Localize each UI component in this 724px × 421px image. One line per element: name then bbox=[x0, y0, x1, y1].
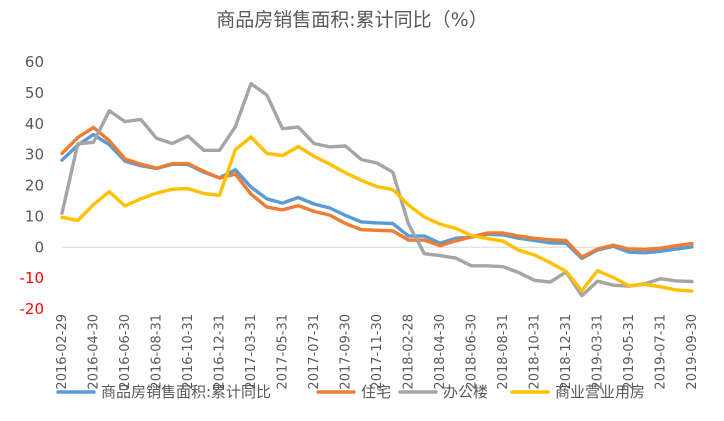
y-tick-label: 10 bbox=[25, 207, 44, 225]
x-tick-label: 2016-12-31 bbox=[213, 314, 228, 390]
x-tick-label: 2018-04-30 bbox=[433, 314, 448, 390]
x-tick-label: 2018-12-31 bbox=[559, 314, 574, 390]
x-tick-label: 2016-08-31 bbox=[150, 314, 165, 390]
x-tick-label: 2019-03-31 bbox=[591, 314, 606, 390]
x-tick-label: 2017-07-31 bbox=[307, 314, 322, 390]
x-tick-label: 2019-05-31 bbox=[622, 314, 637, 390]
y-tick-label: 0 bbox=[34, 238, 44, 256]
x-tick-label: 2018-08-31 bbox=[496, 314, 511, 390]
x-tick-label: 2019-09-30 bbox=[685, 314, 700, 390]
x-tick-label: 2018-06-30 bbox=[465, 314, 480, 390]
y-tick-label: 50 bbox=[25, 84, 44, 102]
series-line-0 bbox=[60, 132, 694, 261]
legend-label: 住宅 bbox=[361, 383, 391, 401]
x-tick-label: 2019-07-31 bbox=[654, 314, 669, 390]
series-line-3 bbox=[60, 135, 694, 293]
series-line-1 bbox=[60, 125, 694, 259]
x-axis-ticks: 2016-02-29 2016-04-30 2016-06-30 2016-08-31… bbox=[55, 314, 700, 390]
y-tick-label: 20 bbox=[25, 177, 44, 195]
series-lines bbox=[60, 81, 694, 298]
x-tick-label: 2017-03-31 bbox=[244, 314, 259, 390]
x-tick-label: 2016-06-30 bbox=[118, 314, 133, 390]
legend-item-1: 住宅 bbox=[316, 383, 391, 401]
x-tick-label: 2018-02-28 bbox=[402, 314, 417, 390]
legend-item-3: 商业营业用房 bbox=[510, 383, 645, 401]
series-line-2 bbox=[60, 81, 694, 298]
legend-label: 办公楼 bbox=[443, 383, 488, 401]
y-tick-label: -20 bbox=[20, 300, 45, 318]
y-tick-label: 30 bbox=[25, 146, 44, 164]
legend-item-2: 办公楼 bbox=[398, 383, 488, 401]
y-tick-label: 40 bbox=[25, 115, 44, 133]
y-axis-ticks: 60 50 40 30 20 10 0 -10 -20 bbox=[20, 53, 45, 318]
x-tick-label: 2017-11-30 bbox=[370, 314, 385, 390]
x-tick-label: 2017-09-30 bbox=[339, 314, 354, 390]
x-tick-label: 2016-04-30 bbox=[87, 314, 102, 390]
x-tick-label: 2016-10-31 bbox=[181, 314, 196, 390]
legend: 商品房销售面积:累计同比 住宅 办公楼 商业营业用房 bbox=[56, 383, 645, 401]
legend-label: 商业营业用房 bbox=[555, 383, 645, 401]
x-tick-label: 2018-10-31 bbox=[528, 314, 543, 390]
chart-title: 商品房销售面积:累计同比（%） bbox=[216, 9, 487, 31]
y-tick-label: 60 bbox=[25, 53, 44, 71]
x-tick-label: 2016-02-29 bbox=[55, 314, 70, 390]
legend-item-0: 商品房销售面积:累计同比 bbox=[56, 383, 271, 401]
y-tick-label: -10 bbox=[20, 269, 45, 287]
legend-label: 商品房销售面积:累计同比 bbox=[101, 383, 271, 401]
x-tick-label: 2017-05-31 bbox=[276, 314, 291, 390]
